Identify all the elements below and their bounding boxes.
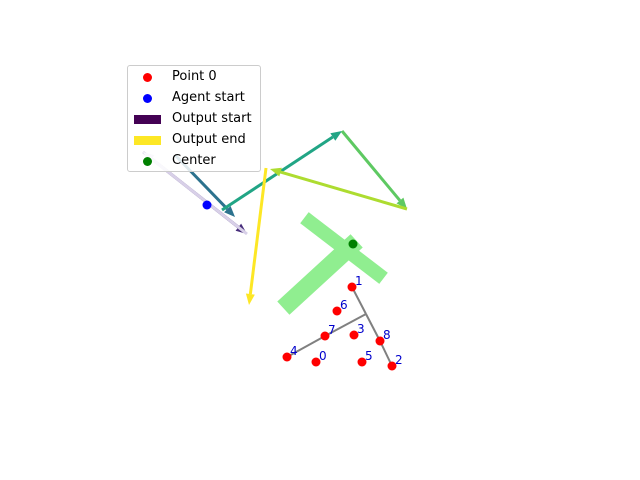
arrow-head bbox=[270, 167, 282, 177]
point-marker bbox=[282, 352, 292, 362]
legend-label-center: Center bbox=[172, 153, 216, 168]
point-label: 1 bbox=[355, 274, 363, 288]
legend-label-output-start: Output start bbox=[172, 111, 252, 126]
point-marker bbox=[347, 282, 357, 292]
legend-item-point0: Point 0 bbox=[128, 67, 260, 87]
point-label: 2 bbox=[395, 353, 403, 367]
green-region bbox=[277, 212, 388, 315]
arrow-head bbox=[245, 293, 255, 305]
points: 0 1 2 3 4 5 67 8 bbox=[202, 200, 403, 371]
arrow-shaft bbox=[340, 130, 402, 202]
legend-label-agent-start: Agent start bbox=[172, 90, 245, 105]
agent-start-marker bbox=[202, 200, 212, 210]
legend-item-agent-start: Agent start bbox=[128, 88, 260, 108]
legend-item-output-start: Output start bbox=[128, 109, 260, 129]
point-marker bbox=[332, 306, 342, 316]
point-label: 3 bbox=[357, 322, 365, 336]
tree-edge bbox=[286, 335, 326, 358]
point-label: 6 bbox=[340, 298, 348, 312]
output-end-swatch-icon bbox=[134, 136, 161, 145]
output-start-swatch-icon bbox=[134, 115, 161, 124]
point-marker bbox=[349, 330, 359, 340]
tree-edge bbox=[365, 313, 381, 342]
point-marker bbox=[311, 357, 321, 367]
legend-item-center: Center bbox=[128, 151, 260, 171]
trajectory-arrow bbox=[340, 130, 407, 209]
center-marker bbox=[348, 239, 358, 249]
point-label: 5 bbox=[365, 349, 373, 363]
tree-edge bbox=[351, 286, 367, 315]
point-marker bbox=[357, 357, 367, 367]
center-marker-icon bbox=[143, 157, 152, 166]
tree-edge bbox=[379, 340, 393, 367]
arrow-shaft bbox=[280, 170, 408, 211]
point-marker bbox=[320, 331, 330, 341]
legend-item-output-end: Output end bbox=[128, 130, 260, 150]
region-bar-1 bbox=[277, 234, 363, 315]
legend-label-point0: Point 0 bbox=[172, 69, 217, 84]
point-label: 0 bbox=[319, 349, 327, 363]
agent-start-marker-icon bbox=[143, 94, 152, 103]
point-label: 8 bbox=[383, 328, 391, 342]
trajectory-arrow bbox=[245, 167, 268, 305]
tree-edge bbox=[324, 313, 367, 337]
point-label: 7 bbox=[328, 323, 336, 337]
point-marker bbox=[375, 336, 385, 346]
point-marker bbox=[387, 361, 397, 371]
arrow-head bbox=[396, 197, 407, 209]
tree-edges bbox=[286, 286, 393, 367]
point-label: 4 bbox=[290, 344, 298, 358]
legend: Point 0 Agent start Output start Output … bbox=[127, 65, 261, 172]
arrow-head bbox=[330, 131, 342, 141]
arrow-shaft bbox=[248, 167, 268, 295]
trajectory-arrow bbox=[270, 167, 408, 211]
legend-label-output-end: Output end bbox=[172, 132, 246, 147]
point0-marker-icon bbox=[143, 73, 152, 82]
arrow-head bbox=[224, 205, 235, 217]
